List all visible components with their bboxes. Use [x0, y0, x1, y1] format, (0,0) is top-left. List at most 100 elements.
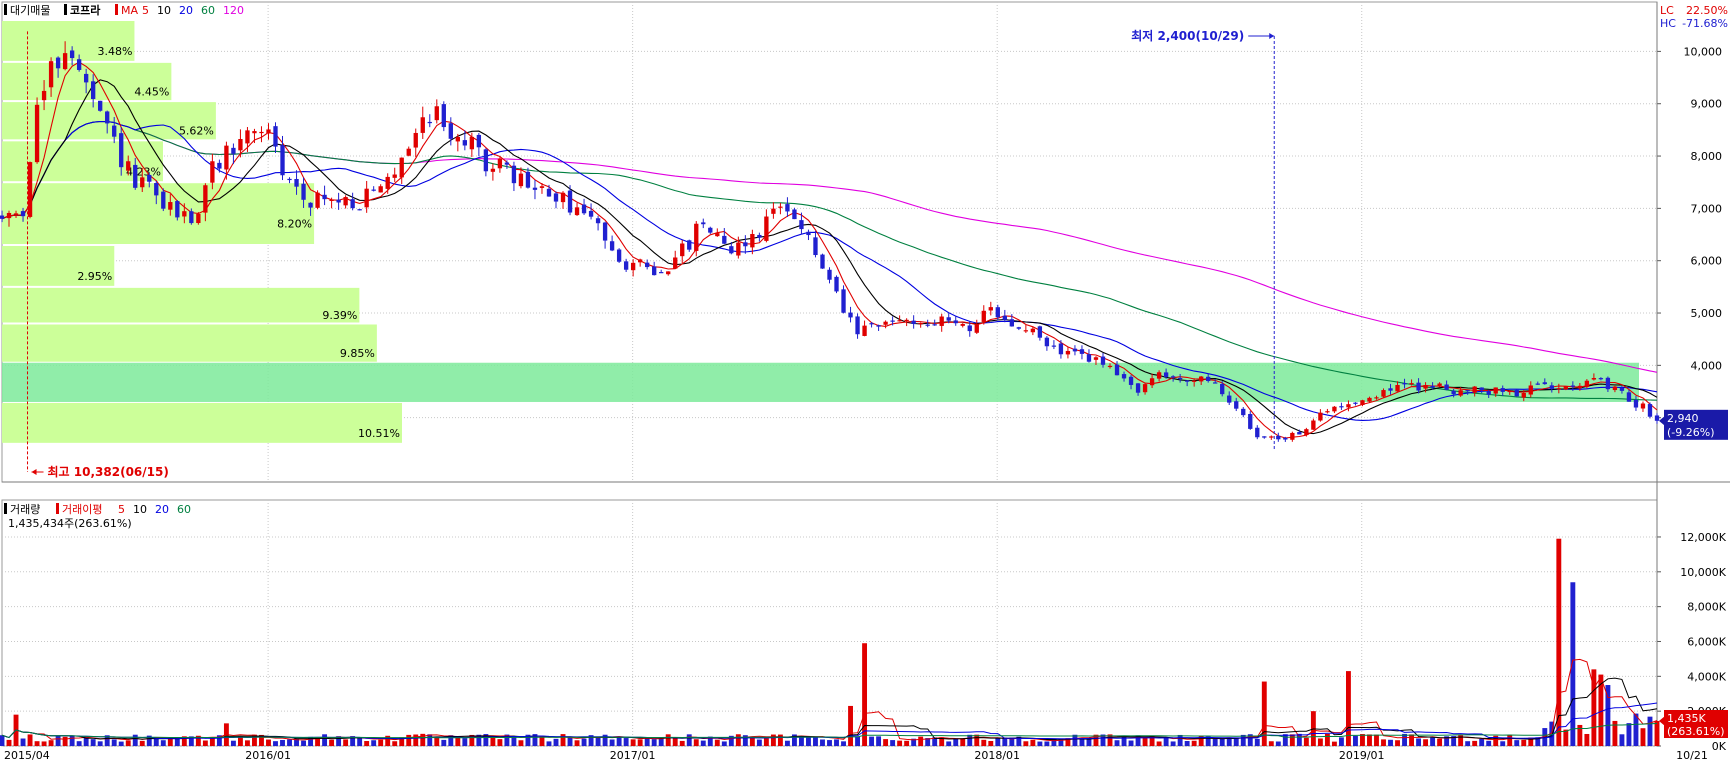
- volume-bar[interactable]: [1114, 740, 1120, 746]
- volume-bar[interactable]: [693, 739, 699, 746]
- candle[interactable]: [1591, 373, 1597, 381]
- candle[interactable]: [1444, 380, 1449, 391]
- candle[interactable]: [1290, 431, 1295, 442]
- candle[interactable]: [869, 321, 874, 328]
- candle[interactable]: [1149, 373, 1155, 389]
- candle[interactable]: [1199, 375, 1204, 385]
- volume-bar[interactable]: [1107, 734, 1113, 746]
- candle[interactable]: [294, 170, 299, 195]
- candle[interactable]: [911, 315, 916, 329]
- candle[interactable]: [1472, 386, 1477, 397]
- volume-bar[interactable]: [574, 740, 580, 746]
- candle[interactable]: [981, 305, 986, 325]
- volume-bar[interactable]: [1128, 740, 1134, 746]
- candle[interactable]: [434, 99, 439, 124]
- candle[interactable]: [708, 226, 713, 234]
- volume-bar[interactable]: [756, 739, 762, 746]
- candle[interactable]: [1276, 432, 1281, 442]
- candle[interactable]: [1430, 382, 1435, 390]
- candle[interactable]: [1458, 387, 1463, 397]
- candle[interactable]: [1500, 385, 1505, 396]
- candle[interactable]: [560, 191, 566, 209]
- volume-bar[interactable]: [616, 736, 622, 746]
- volume-bar[interactable]: [791, 734, 797, 746]
- candle[interactable]: [630, 259, 636, 277]
- volume-bar[interactable]: [1065, 738, 1071, 746]
- candle[interactable]: [771, 202, 776, 219]
- candle[interactable]: [1507, 390, 1512, 395]
- volume-bar[interactable]: [350, 736, 356, 746]
- candle[interactable]: [161, 188, 166, 212]
- candle[interactable]: [259, 126, 264, 143]
- volume-bar[interactable]: [371, 740, 377, 746]
- candle[interactable]: [189, 208, 194, 225]
- volume-bar[interactable]: [252, 734, 257, 746]
- volume-bar[interactable]: [90, 739, 96, 746]
- volume-bar[interactable]: [1184, 740, 1190, 746]
- candle[interactable]: [1493, 387, 1498, 397]
- candle[interactable]: [245, 127, 250, 153]
- candle[interactable]: [785, 197, 790, 218]
- candle[interactable]: [1114, 361, 1120, 376]
- volume-bar[interactable]: [1037, 741, 1043, 746]
- volume-bar[interactable]: [1556, 538, 1562, 746]
- volume-bar[interactable]: [125, 740, 131, 746]
- volume-bar[interactable]: [76, 741, 82, 746]
- candle[interactable]: [112, 116, 117, 144]
- volume-bar[interactable]: [1507, 735, 1513, 746]
- candle[interactable]: [1549, 382, 1554, 393]
- candle[interactable]: [252, 128, 257, 144]
- volume-bar[interactable]: [245, 740, 250, 746]
- candle[interactable]: [399, 157, 404, 184]
- candle[interactable]: [813, 230, 818, 258]
- candle[interactable]: [1318, 409, 1323, 422]
- volume-bar[interactable]: [476, 734, 482, 746]
- candle[interactable]: [98, 100, 103, 112]
- candle[interactable]: [1367, 396, 1372, 403]
- candle[interactable]: [1030, 326, 1036, 336]
- candle[interactable]: [1107, 363, 1113, 369]
- candle[interactable]: [34, 97, 40, 164]
- volume-bar[interactable]: [560, 734, 566, 746]
- volume-bar[interactable]: [644, 738, 650, 746]
- candle[interactable]: [1451, 388, 1456, 398]
- volume-bar[interactable]: [1570, 582, 1576, 746]
- volume-bar[interactable]: [630, 739, 636, 746]
- volume-bar[interactable]: [1535, 737, 1541, 746]
- volume-bar[interactable]: [609, 739, 615, 746]
- volume-bar[interactable]: [595, 736, 601, 746]
- volume-bar[interactable]: [1640, 728, 1646, 746]
- volume-bar[interactable]: [1226, 739, 1232, 746]
- candle[interactable]: [448, 117, 453, 146]
- candle[interactable]: [1416, 378, 1421, 394]
- volume-bar[interactable]: [1444, 736, 1450, 746]
- volume-bar[interactable]: [1437, 738, 1443, 746]
- candle[interactable]: [91, 74, 96, 108]
- candle[interactable]: [1100, 352, 1106, 368]
- volume-bar[interactable]: [118, 741, 124, 746]
- candle[interactable]: [609, 235, 615, 252]
- candle[interactable]: [1086, 349, 1092, 363]
- volume-bar[interactable]: [1079, 737, 1085, 746]
- volume-bar[interactable]: [1086, 738, 1092, 746]
- candle[interactable]: [1479, 387, 1484, 394]
- candle[interactable]: [729, 241, 734, 255]
- volume-bar[interactable]: [763, 738, 769, 746]
- candle[interactable]: [939, 313, 944, 332]
- candle[interactable]: [778, 202, 783, 215]
- volume-bar[interactable]: [1514, 740, 1520, 746]
- candle[interactable]: [413, 128, 418, 158]
- candle[interactable]: [1381, 388, 1386, 398]
- volume-bar[interactable]: [273, 741, 278, 746]
- candle[interactable]: [890, 316, 895, 326]
- candle[interactable]: [1044, 336, 1050, 351]
- volume-bar[interactable]: [1353, 735, 1358, 746]
- candle[interactable]: [1633, 395, 1639, 411]
- volume-bar[interactable]: [167, 738, 173, 746]
- candle[interactable]: [1191, 378, 1197, 387]
- candle[interactable]: [1121, 371, 1127, 382]
- volume-bar[interactable]: [146, 735, 152, 746]
- volume-bar[interactable]: [1402, 733, 1407, 746]
- volume-bar[interactable]: [490, 736, 496, 746]
- candle[interactable]: [967, 321, 972, 337]
